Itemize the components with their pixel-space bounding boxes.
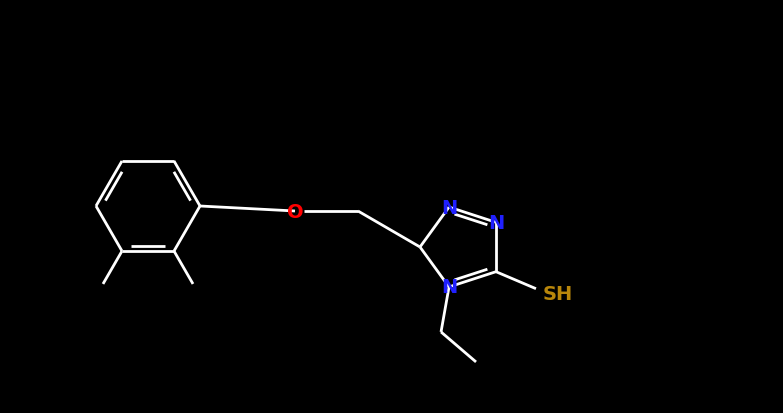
Text: O: O — [287, 202, 303, 221]
Text: N: N — [441, 278, 457, 297]
Text: SH: SH — [543, 285, 573, 304]
Text: N: N — [441, 198, 457, 217]
Text: N: N — [488, 213, 504, 232]
